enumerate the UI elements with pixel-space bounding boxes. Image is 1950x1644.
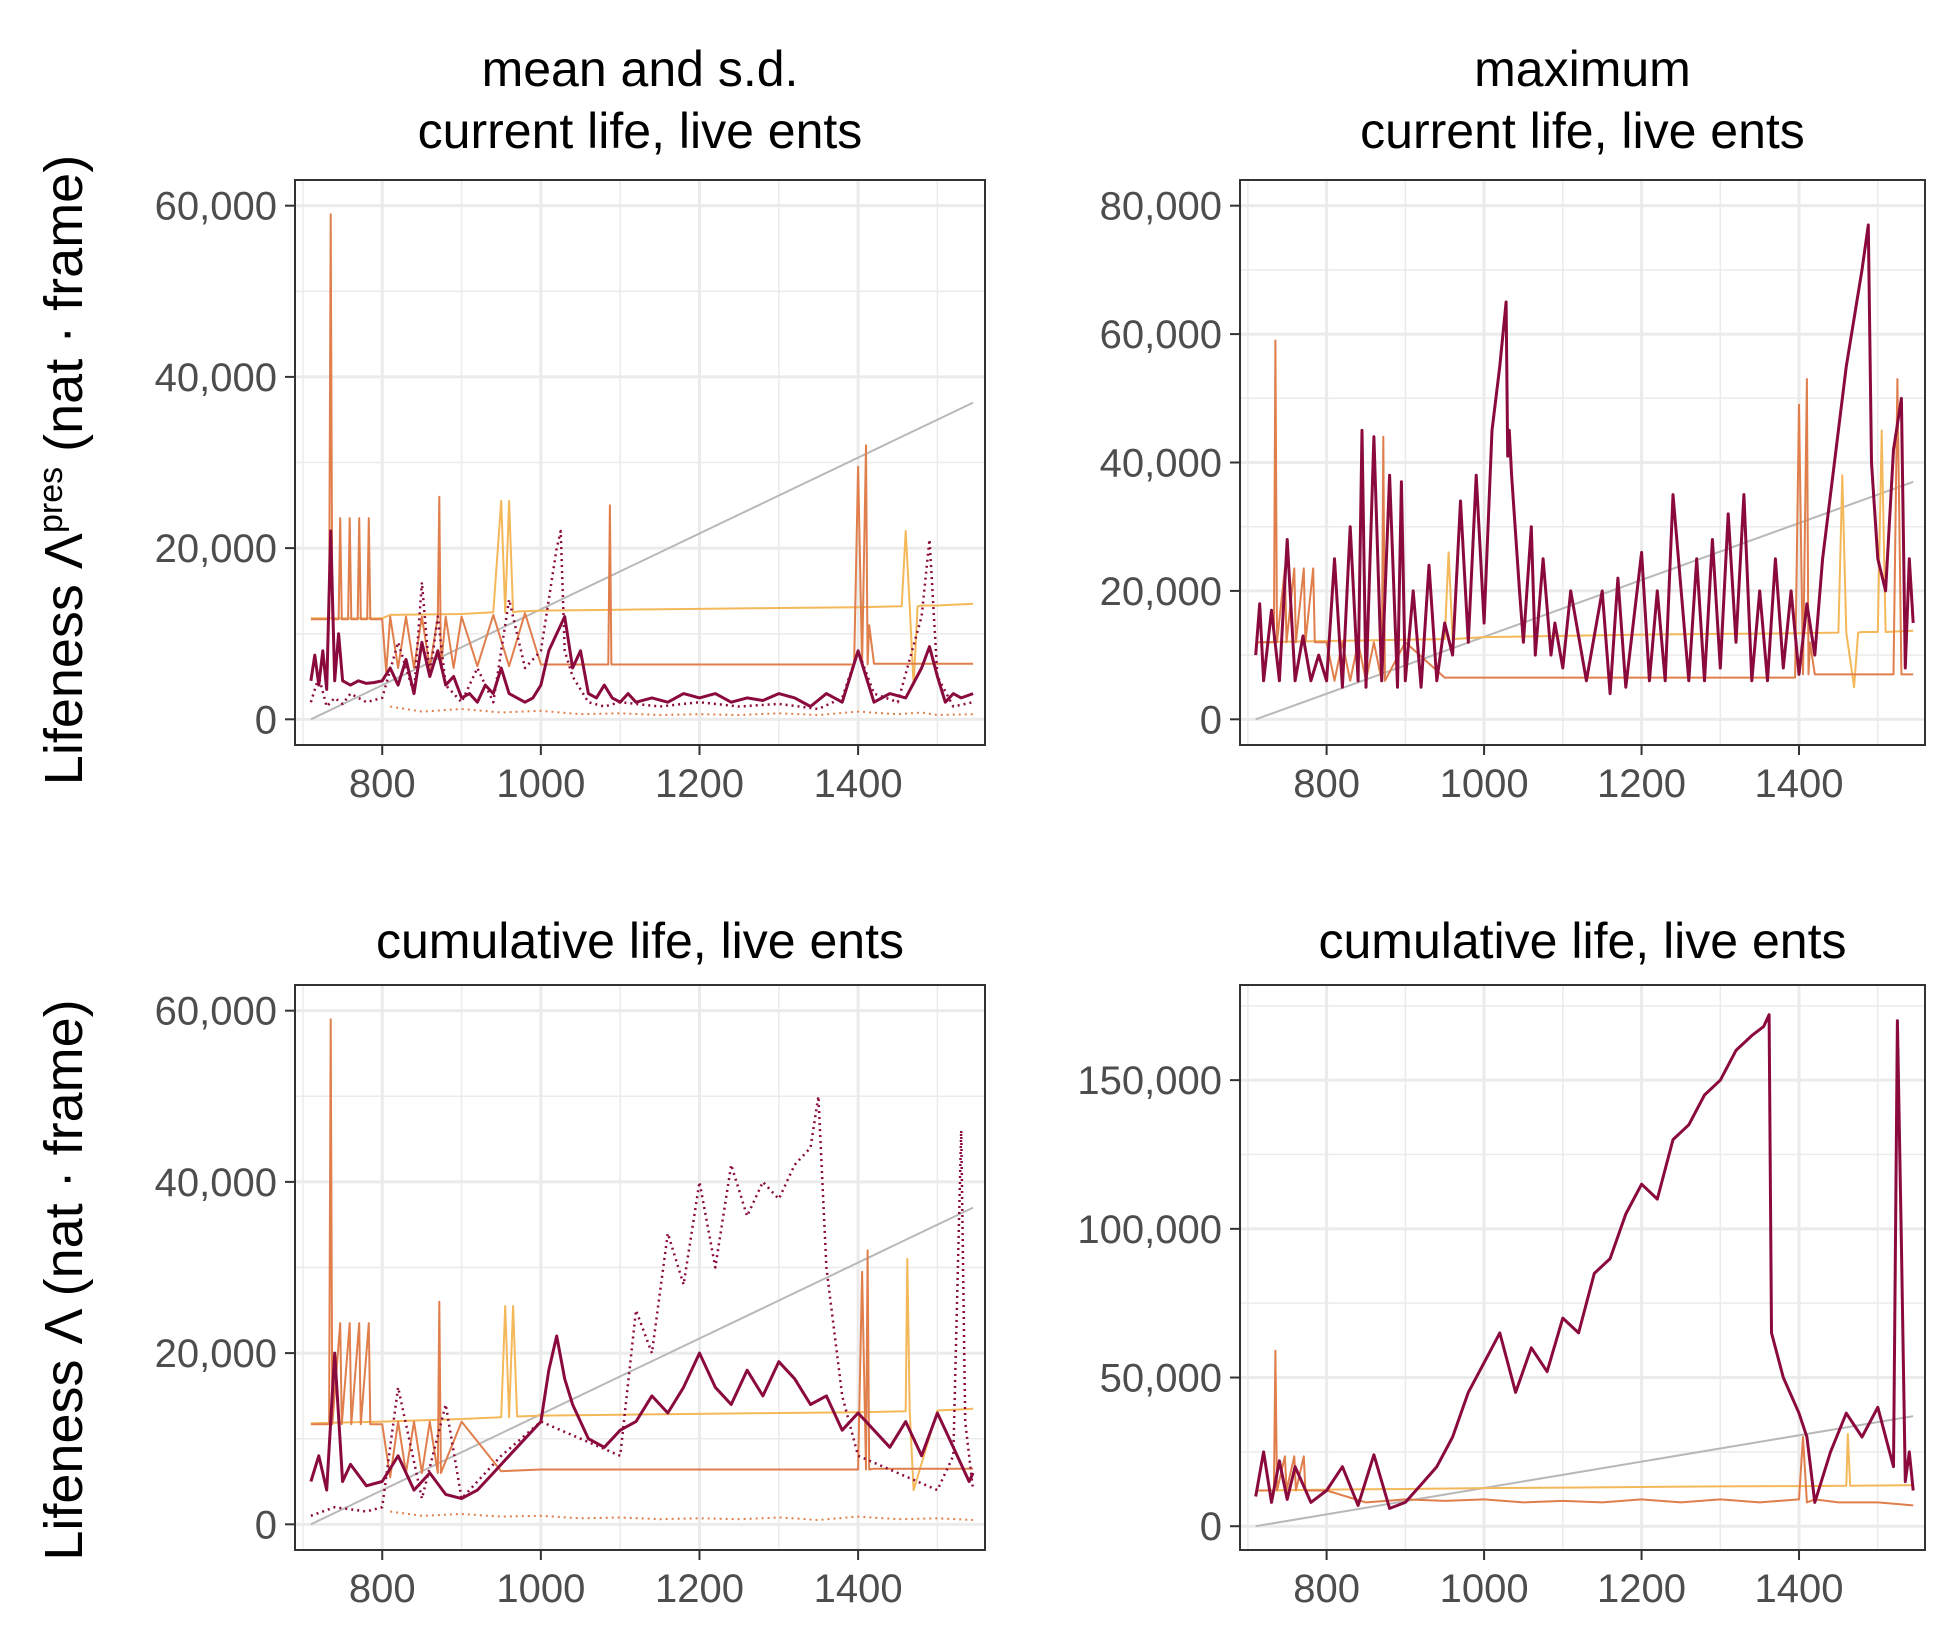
x-tick-label: 1000 [1440, 762, 1529, 806]
x-tick-label: 1000 [496, 1567, 585, 1611]
x-tick-label: 1000 [1440, 1567, 1529, 1611]
x-tick-label: 800 [349, 1567, 416, 1611]
series-line-orange-mean [310, 213, 974, 674]
y-label-top-unit: (nat · frame) [34, 155, 94, 467]
series-line-light-orange [1255, 1433, 1914, 1492]
plot-area [309, 1018, 975, 1526]
y-tick-label: 60,000 [155, 990, 277, 1034]
y-label-top-sup: pres [32, 467, 70, 533]
y-tick-label: 0 [255, 698, 277, 742]
y-tick-label: 60,000 [155, 185, 277, 229]
series-line-reference [1255, 1415, 1914, 1528]
series-line-reference [310, 401, 974, 721]
x-tick-label: 1400 [814, 1567, 903, 1611]
x-tick-label: 1400 [1755, 762, 1844, 806]
x-tick-label: 1200 [1597, 1567, 1686, 1611]
series-line-orange-s-d- [390, 1510, 974, 1521]
y-axis-label-bottom: Lifeness Λ (nat · frame) [34, 999, 94, 1560]
y-tick-label: 40,000 [155, 1161, 277, 1205]
x-tick-label: 800 [1293, 1567, 1360, 1611]
x-tick-label: 1200 [1597, 762, 1686, 806]
y-tick-label: 40,000 [155, 356, 277, 400]
y-label-top-main: Lifeness Λ [34, 533, 94, 785]
series-line-orange [310, 1018, 974, 1479]
chart-title-line: cumulative life, live ents [1318, 913, 1846, 969]
series-line-dark-red-s-d- [310, 1095, 975, 1517]
chart-title-line: current life, live ents [418, 103, 863, 159]
panel-cumulative-max: cumulative life, live ents 800 1000 1200 140… [1077, 913, 1926, 1611]
y-tick-label: 0 [255, 1503, 277, 1547]
panel-border [294, 984, 986, 1551]
series-line-reference [310, 1206, 974, 1526]
series-line-light-orange [310, 1257, 974, 1492]
series-line-dark-red-mean [309, 529, 974, 708]
series-line-dark-red [309, 1334, 975, 1501]
panel-cumulative-mean: cumulative life, live ents 800 1000 1200 140… [155, 913, 986, 1611]
series-line-dark-red [1254, 223, 1915, 696]
series-line-dark-red-s-d- [309, 529, 974, 711]
y-tick-label: 0 [1200, 1505, 1222, 1549]
chart-title-line: cumulative life, live ents [376, 913, 904, 969]
y-tick-label: 20,000 [155, 1332, 277, 1376]
y-tick-label: 150,000 [1077, 1059, 1222, 1103]
panel-maximum-current: maximum current life, live ents 800 1000 120… [1100, 41, 1926, 806]
x-tick-label: 1200 [655, 1567, 744, 1611]
y-axis-label-top: Lifeness Λpres (nat · frame) [32, 155, 94, 785]
y-tick-label: 40,000 [1100, 442, 1222, 486]
y-tick-label: 20,000 [155, 527, 277, 571]
chart-title-line: current life, live ents [1360, 103, 1805, 159]
panel-border [294, 179, 986, 746]
x-tick-label: 800 [1293, 762, 1360, 806]
plot-area [1254, 1013, 1915, 1528]
x-tick-label: 1200 [655, 762, 744, 806]
y-tick-label: 100,000 [1077, 1208, 1222, 1252]
series-line-orange [1255, 1349, 1914, 1507]
series-line-light-orange [1255, 429, 1914, 689]
x-tick-label: 1400 [1755, 1567, 1844, 1611]
y-tick-label: 60,000 [1100, 313, 1222, 357]
series-line-light-orange-mean [310, 500, 974, 687]
x-tick-label: 1000 [496, 762, 585, 806]
series-line-orange-s-d- [390, 705, 974, 716]
x-tick-label: 1400 [814, 762, 903, 806]
plot-area [309, 213, 974, 721]
panel-mean-sd-current: mean and s.d. current life, live ents 800 1… [155, 41, 986, 806]
series-line-dark-red [1254, 1013, 1915, 1510]
panel-border [1239, 984, 1926, 1551]
chart-title-line: maximum [1474, 41, 1691, 97]
y-tick-label: 80,000 [1100, 185, 1222, 229]
y-tick-label: 20,000 [1100, 570, 1222, 614]
y-tick-label: 0 [1200, 698, 1222, 742]
y-tick-label: 50,000 [1100, 1357, 1222, 1401]
plot-area [1254, 223, 1915, 721]
x-tick-label: 800 [349, 762, 416, 806]
chart-title-line: mean and s.d. [482, 41, 799, 97]
